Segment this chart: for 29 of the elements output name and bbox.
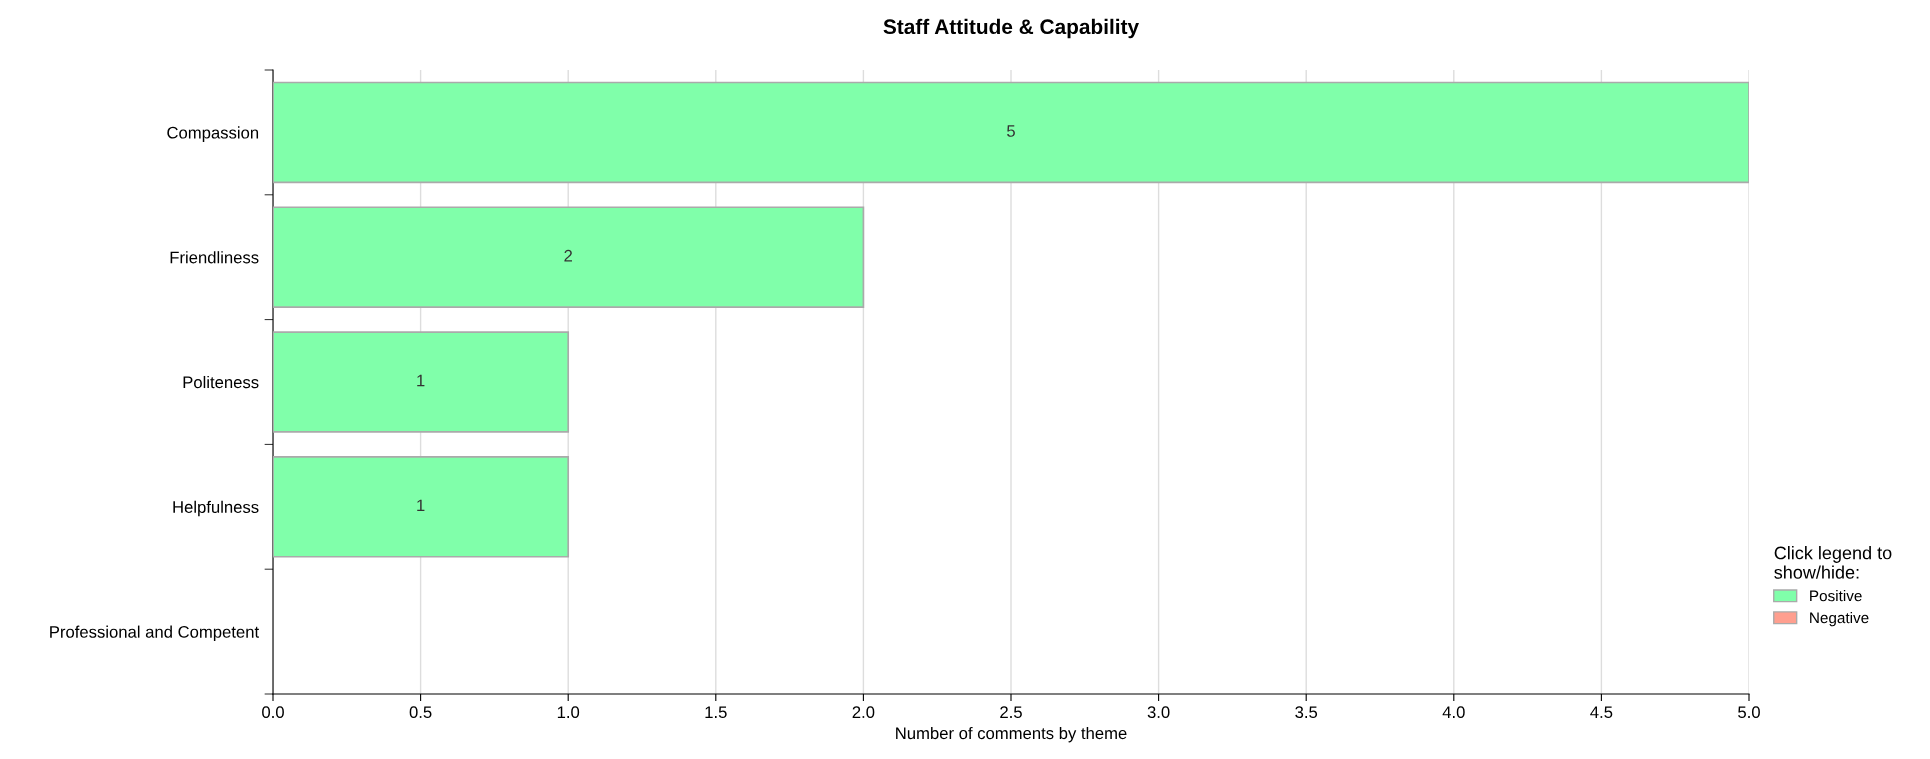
data-label: 5 [1007,125,1015,137]
x-tick-label: 2.5 [1000,706,1022,719]
y-tick-label: Friendliness [170,251,259,264]
y-tick-label: Compassion [167,126,259,142]
bar [273,206,865,308]
x-tick-label: 4.5 [1590,706,1613,719]
legend-title: Click legend to show/hide: [1774,546,1892,579]
x-tick-label: 4.0 [1442,706,1465,719]
data-label: 1 [417,374,425,387]
x-tick-label: 1.5 [705,706,727,719]
data-label: 1 [417,499,425,512]
x-tick-label: 3.0 [1147,706,1170,719]
bar [273,81,1749,184]
bar [273,456,570,558]
y-tick-label: Politeness [183,375,259,389]
x-tick-label: 2.0 [852,706,875,719]
x-tick-label: 3.5 [1295,706,1318,719]
x-tick-label: 0.0 [262,706,284,719]
data-label: 2 [564,249,572,262]
chart-title: Staff Attitude & Capability [883,18,1139,39]
legend-label: Positive [1810,590,1862,602]
y-tick-label: Professional and Competent [50,625,259,642]
x-tick-label: 5.0 [1738,706,1760,719]
x-axis-title: Number of comments by theme [896,726,1127,743]
legend-label: Negative [1810,612,1869,627]
x-tick-label: 0.5 [409,706,432,719]
y-tick-label: Helpfulness [173,500,259,517]
x-tick-label: 1.0 [557,706,580,719]
bar [273,331,570,433]
